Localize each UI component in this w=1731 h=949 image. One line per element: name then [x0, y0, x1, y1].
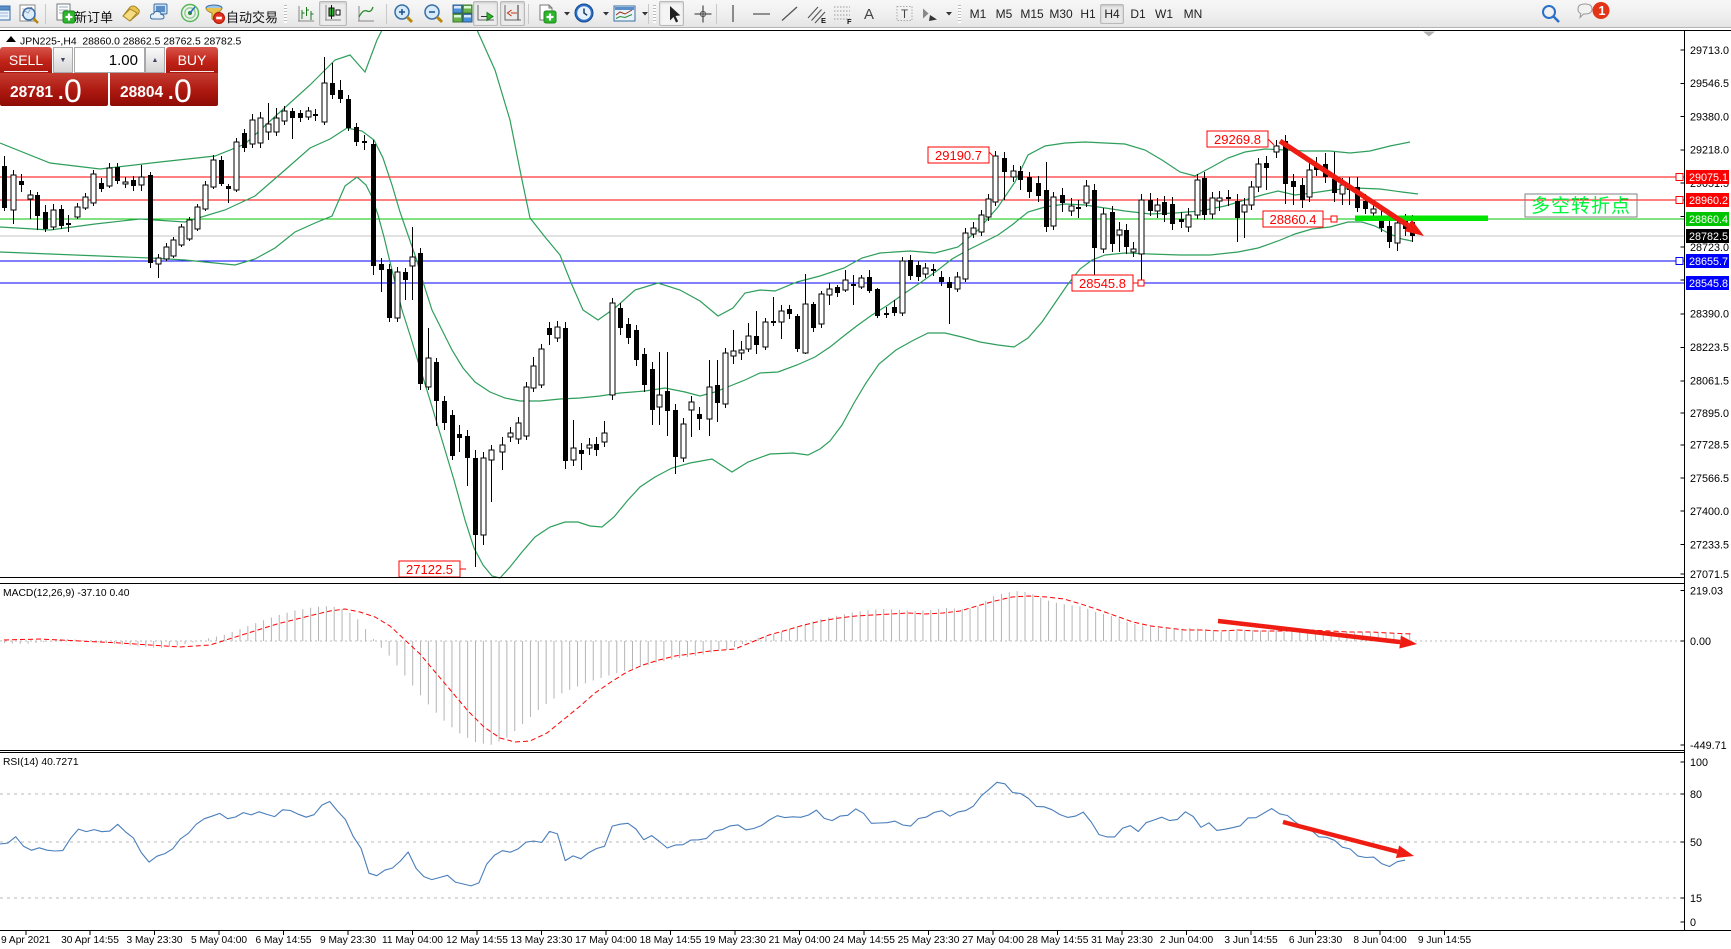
svg-text:17 May 04:00: 17 May 04:00 [575, 935, 637, 946]
svg-text:5 May 04:00: 5 May 04:00 [191, 935, 247, 946]
svg-text:100: 100 [1690, 757, 1708, 769]
svg-text:28390.0: 28390.0 [1690, 309, 1729, 321]
svg-text:MACD(12,26,9) -37.10 0.40: MACD(12,26,9) -37.10 0.40 [3, 588, 130, 599]
svg-text:9 Jun 14:55: 9 Jun 14:55 [1418, 935, 1472, 946]
svg-text:JPN225-,H4 28860.0 28862.5 28: JPN225-,H4 28860.0 28862.5 28762.5 28782… [20, 37, 241, 48]
svg-text:29218.0: 29218.0 [1690, 145, 1729, 157]
svg-text:2 Jun 04:00: 2 Jun 04:00 [1160, 935, 1214, 946]
svg-text:29380.0: 29380.0 [1690, 111, 1729, 123]
svg-text:27122.5: 27122.5 [406, 562, 453, 577]
svg-text:F: F [847, 17, 852, 25]
svg-text:27895.0: 27895.0 [1690, 408, 1729, 420]
svg-text:9 Apr 2021: 9 Apr 2021 [1, 935, 51, 946]
svg-text:E: E [821, 16, 826, 25]
svg-text:28545.8: 28545.8 [1079, 276, 1126, 291]
svg-text:24 May 14:55: 24 May 14:55 [833, 935, 895, 946]
svg-text:28860.4: 28860.4 [1689, 214, 1728, 226]
svg-text:28655.7: 28655.7 [1689, 256, 1728, 268]
svg-text:28545.8: 28545.8 [1689, 278, 1728, 290]
svg-text:27728.5: 27728.5 [1690, 440, 1729, 452]
svg-text:28960.2: 28960.2 [1689, 195, 1728, 207]
svg-text:多空转折点: 多空转折点 [1531, 195, 1631, 217]
svg-text:27071.5: 27071.5 [1690, 569, 1729, 581]
svg-text:28782.5: 28782.5 [1689, 231, 1728, 243]
svg-text:6 Jun 23:30: 6 Jun 23:30 [1289, 935, 1343, 946]
svg-text:8 Jun 04:00: 8 Jun 04:00 [1353, 935, 1407, 946]
svg-text:0: 0 [1690, 917, 1696, 929]
svg-text:RSI(14) 40.7271: RSI(14) 40.7271 [3, 757, 79, 768]
svg-text:27400.0: 27400.0 [1690, 506, 1729, 518]
svg-text:28061.5: 28061.5 [1690, 376, 1729, 388]
svg-text:3 May 23:30: 3 May 23:30 [126, 935, 182, 946]
svg-text:28860.4: 28860.4 [1270, 212, 1317, 227]
svg-text:15: 15 [1690, 893, 1702, 905]
svg-text:50: 50 [1690, 837, 1702, 849]
svg-text:11 May 04:00: 11 May 04:00 [382, 935, 443, 946]
svg-text:18 May 14:55: 18 May 14:55 [640, 935, 702, 946]
svg-text:25 May 23:30: 25 May 23:30 [898, 935, 960, 946]
svg-text:27233.5: 27233.5 [1690, 540, 1729, 552]
svg-text:27566.5: 27566.5 [1690, 473, 1729, 485]
svg-text:29269.8: 29269.8 [1214, 132, 1261, 147]
svg-text:29190.7: 29190.7 [935, 148, 982, 163]
svg-text:6 May 14:55: 6 May 14:55 [255, 935, 311, 946]
svg-text:80: 80 [1690, 789, 1702, 801]
svg-text:28723.0: 28723.0 [1690, 242, 1729, 254]
svg-text:9 May 23:30: 9 May 23:30 [320, 935, 376, 946]
svg-text:28223.5: 28223.5 [1690, 342, 1729, 354]
svg-text:13 May 23:30: 13 May 23:30 [511, 935, 573, 946]
svg-text:31 May 23:30: 31 May 23:30 [1091, 935, 1153, 946]
svg-text:3 Jun 14:55: 3 Jun 14:55 [1224, 935, 1278, 946]
svg-text:1: 1 [1599, 4, 1606, 18]
svg-text:0.00: 0.00 [1690, 636, 1711, 648]
svg-text:27 May 04:00: 27 May 04:00 [962, 935, 1024, 946]
svg-text:28 May 14:55: 28 May 14:55 [1027, 935, 1089, 946]
svg-text:29546.5: 29546.5 [1690, 78, 1729, 90]
svg-text:21 May 04:00: 21 May 04:00 [769, 935, 831, 946]
svg-text:-449.71: -449.71 [1690, 740, 1727, 752]
svg-text:T: T [901, 9, 908, 21]
svg-text:30 Apr 14:55: 30 Apr 14:55 [61, 935, 119, 946]
svg-text:12 May 14:55: 12 May 14:55 [446, 935, 508, 946]
svg-text:29075.1: 29075.1 [1689, 172, 1728, 184]
svg-text:29713.0: 29713.0 [1690, 45, 1729, 57]
svg-text:219.03: 219.03 [1690, 585, 1723, 597]
svg-text:19 May 23:30: 19 May 23:30 [704, 935, 766, 946]
